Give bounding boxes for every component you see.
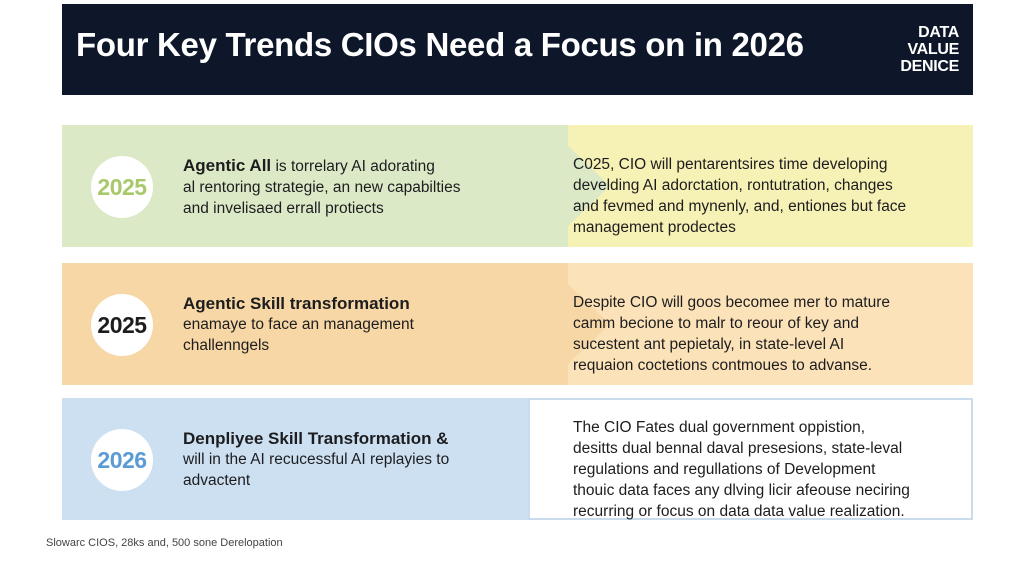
trend-summary: Agentic All is torrelary AI adorating al… [183, 155, 513, 219]
trend-summary-line: will in the AI recucessful AI replayies … [183, 451, 450, 468]
trend-summary-line: challenngels [183, 337, 270, 354]
trend-summary: Agentic Skill transformation enamaye to … [183, 293, 513, 356]
trend-detail: Despite CIO will goos becomee mer to mat… [573, 292, 963, 376]
trend-detail-line: regulations and regullations of Developm… [573, 461, 876, 478]
logo-line: DENICE [900, 58, 959, 75]
trend-summary-line: and invelisaed errall protiects [183, 200, 384, 217]
trend-summary: Denpliyee Skill Transformation & will in… [183, 428, 513, 491]
trend-detail-line: sucestent ant pepietaly, in state-level … [573, 336, 845, 353]
trend-row-1: 2025 Agentic All is torrelary AI adorati… [62, 125, 973, 247]
trend-summary-line: enamaye to face an management [183, 316, 414, 333]
logo-line: DATA [918, 24, 959, 41]
trend-detail-line: camm becione to malr to reour of key and [573, 315, 860, 332]
year-badge: 2025 [91, 156, 153, 218]
brand-logo: DATA VALUE DENICE [879, 24, 959, 75]
trend-detail-line: The CIO Fates dual government oppistion, [573, 419, 866, 436]
trend-row-2: 2025 Agentic Skill transformation enamay… [62, 263, 973, 385]
trend-title: Agentic All [183, 156, 272, 175]
trend-detail-line: develding AI adorctation, rontutration, … [573, 177, 893, 194]
trend-detail-line: C025, CIO will pentarentsires time devel… [573, 156, 888, 173]
trend-row-3: 2026 Denpliyee Skill Transformation & wi… [62, 398, 973, 520]
trend-detail-line: Despite CIO will goos becomee mer to mat… [573, 294, 891, 311]
trend-detail: The CIO Fates dual government oppistion,… [573, 417, 963, 522]
year-badge: 2025 [91, 294, 153, 356]
year-badge: 2026 [91, 429, 153, 491]
header-banner: Four Key Trends CIOs Need a Focus on in … [62, 4, 973, 95]
trend-detail-line: management prodectes [573, 219, 736, 236]
trend-detail-line: recurring or focus on data data value re… [573, 503, 905, 520]
trend-summary-line: is torrelary AI adorating [271, 158, 435, 175]
trend-title: Denpliyee Skill Transformation & [183, 429, 449, 448]
trend-detail-panel [528, 398, 973, 520]
trend-detail-line: and fevmed and mynenly, and, entiones bu… [573, 198, 907, 215]
trend-summary-line: al rentoring strategie, an new capabilti… [183, 179, 461, 196]
trend-title: Agentic Skill transformation [183, 294, 410, 313]
trend-detail: C025, CIO will pentarentsires time devel… [573, 154, 963, 238]
trend-summary-line: advactent [183, 472, 251, 489]
trend-detail-line: thouic data faces any dlving licir afeou… [573, 482, 910, 499]
trend-detail-line: desitts dual bennal daval presesions, st… [573, 440, 903, 457]
trend-detail-line: requaion coctetions contmoues to advanse… [573, 357, 872, 374]
logo-line: VALUE [907, 41, 959, 58]
page-title: Four Key Trends CIOs Need a Focus on in … [76, 26, 804, 63]
source-note: Slowarc CIOS, 28ks and, 500 sone Derelop… [46, 537, 283, 549]
